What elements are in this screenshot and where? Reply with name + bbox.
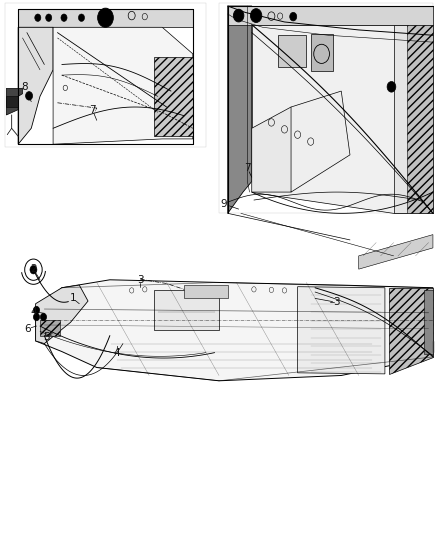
Polygon shape xyxy=(311,34,332,71)
Polygon shape xyxy=(278,35,306,67)
Polygon shape xyxy=(153,290,219,330)
Circle shape xyxy=(387,82,396,92)
Text: 3: 3 xyxy=(137,275,144,285)
Circle shape xyxy=(290,12,297,21)
Text: 4: 4 xyxy=(30,306,37,317)
Circle shape xyxy=(253,11,260,20)
Text: 3: 3 xyxy=(334,296,340,306)
Polygon shape xyxy=(394,25,433,213)
Polygon shape xyxy=(7,96,18,107)
Polygon shape xyxy=(153,56,193,136)
Text: 6: 6 xyxy=(25,324,31,334)
Circle shape xyxy=(33,306,39,314)
Polygon shape xyxy=(407,25,433,213)
Circle shape xyxy=(100,11,111,24)
Polygon shape xyxy=(252,107,306,192)
Polygon shape xyxy=(424,290,433,354)
Polygon shape xyxy=(359,235,433,269)
Polygon shape xyxy=(35,280,433,381)
Polygon shape xyxy=(18,27,53,144)
Polygon shape xyxy=(18,9,193,27)
Circle shape xyxy=(236,12,242,19)
Circle shape xyxy=(251,9,262,22)
Polygon shape xyxy=(40,320,60,336)
Polygon shape xyxy=(228,6,252,213)
Text: 9: 9 xyxy=(220,199,227,209)
Polygon shape xyxy=(252,25,433,213)
Polygon shape xyxy=(5,3,206,147)
Polygon shape xyxy=(53,27,193,144)
Circle shape xyxy=(40,313,46,321)
Circle shape xyxy=(78,14,85,21)
Polygon shape xyxy=(389,288,433,374)
Text: 2: 2 xyxy=(30,264,37,274)
Circle shape xyxy=(98,8,113,27)
Polygon shape xyxy=(291,91,350,192)
Circle shape xyxy=(33,313,39,321)
Circle shape xyxy=(30,265,37,274)
Polygon shape xyxy=(184,285,228,298)
Text: 7: 7 xyxy=(244,163,251,173)
Circle shape xyxy=(46,14,52,21)
Polygon shape xyxy=(219,3,433,213)
Circle shape xyxy=(25,92,32,100)
Circle shape xyxy=(35,14,41,21)
Text: 8: 8 xyxy=(21,82,28,92)
Text: 7: 7 xyxy=(89,104,95,115)
Polygon shape xyxy=(35,285,88,344)
Circle shape xyxy=(61,14,67,21)
Text: 5: 5 xyxy=(43,332,50,342)
Polygon shape xyxy=(7,88,22,115)
Text: 1: 1 xyxy=(69,293,76,303)
Circle shape xyxy=(233,9,244,22)
Text: 4: 4 xyxy=(113,348,120,358)
Polygon shape xyxy=(228,6,433,25)
Polygon shape xyxy=(297,287,385,374)
